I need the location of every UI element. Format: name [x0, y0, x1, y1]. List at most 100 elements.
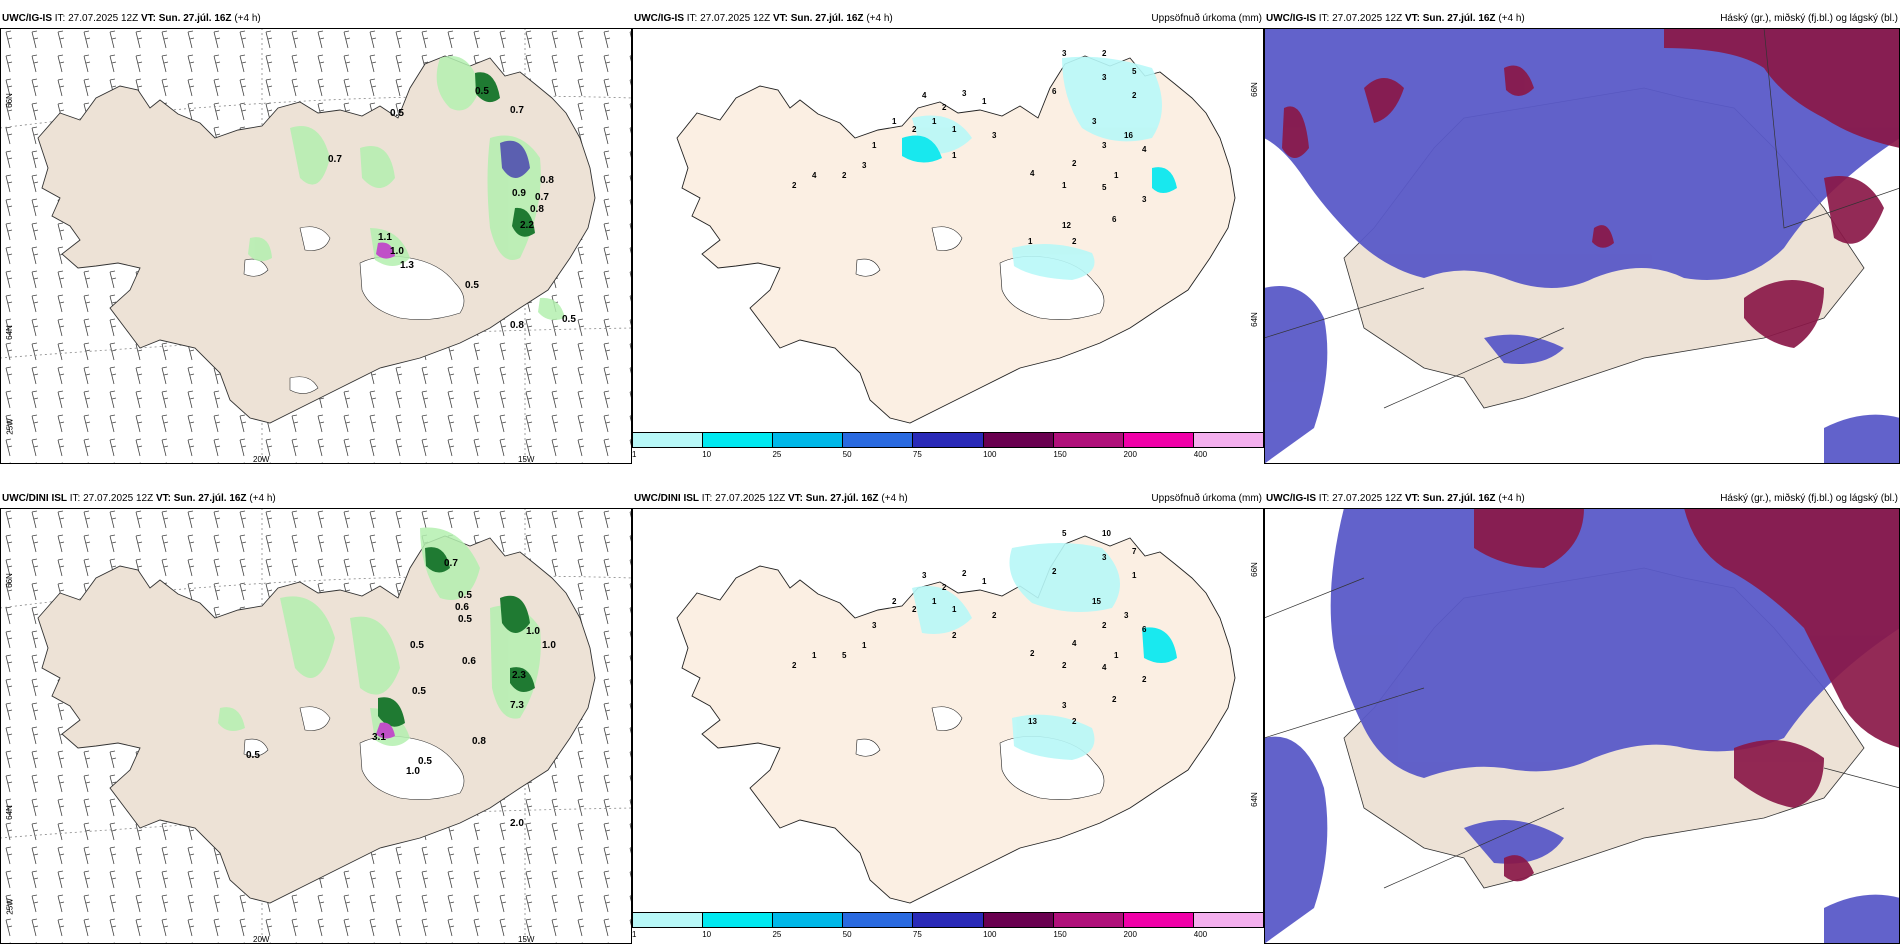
wind-precip-map[interactable]: 0.7 0.5 0.7 0.5 0.8 0.9 0.7 0.8 2.2 1.1 … — [0, 28, 632, 464]
lat-label: 66N — [1250, 562, 1260, 577]
panel-header: UWC/DINI ISL IT: 27.07.2025 12Z VT: Sun.… — [632, 490, 1264, 508]
accum-label: 3 — [922, 571, 927, 580]
model-name: UWC/IG-IS — [634, 13, 684, 24]
lat-label: 66N — [4, 573, 14, 588]
accum-label: 2 — [1062, 661, 1067, 670]
precip-label: 0.5 — [458, 590, 472, 601]
precip-labels: 0.7 0.5 0.6 0.5 0.5 0.6 0.5 1.0 1.0 2.3 … — [246, 558, 556, 829]
colorbar-swatch — [703, 913, 774, 927]
accum-label: 6 — [1052, 87, 1057, 96]
lat-label: 25W — [5, 898, 15, 915]
accum-label: 1 — [982, 577, 987, 586]
colorbar-swatch — [1193, 913, 1263, 927]
colorbar-tick: 75 — [912, 450, 922, 459]
accum-label: 2 — [912, 605, 917, 614]
accum-label: 5 — [1102, 183, 1107, 192]
colorbar-tick: 1 — [632, 450, 637, 459]
colorbar — [632, 912, 1264, 928]
accum-label: 3 — [1102, 141, 1107, 150]
accum-label: 4 — [812, 171, 817, 180]
precip-label: 0.7 — [510, 105, 524, 116]
accum-label: 6 — [1142, 625, 1147, 634]
accum-label: 15 — [1092, 597, 1101, 606]
precip-label: 7.3 — [510, 700, 524, 711]
accum-label: 1 — [952, 125, 957, 134]
precip-label: 0.7 — [535, 192, 549, 203]
lead-time: (+4 h) — [866, 13, 893, 24]
precip-label: 0.8 — [510, 320, 524, 331]
high-cloud — [1282, 28, 1900, 348]
lat-label: 66N — [4, 93, 14, 108]
accum-label: 1 — [952, 151, 957, 160]
colorbar-tick: 50 — [842, 450, 852, 459]
accum-label: 2 — [952, 631, 957, 640]
colorbar-tick: 25 — [772, 930, 782, 939]
colorbar-swatch — [913, 913, 984, 927]
precip-label: 0.5 — [418, 756, 432, 767]
accum-label: 2 — [1142, 675, 1147, 684]
lon-label: 15W — [518, 455, 535, 464]
accum-label: 1 — [932, 597, 937, 606]
lat-label: 64N — [4, 325, 14, 340]
colorbar — [632, 432, 1264, 448]
accum-label: 1 — [1028, 237, 1033, 246]
cloud-map[interactable] — [1264, 28, 1900, 464]
cloud-panel-2: UWC/IG-IS IT: 27.07.2025 12Z VT: Sun. 27… — [1264, 490, 1900, 944]
coast-lines — [1264, 577, 1900, 889]
lon-label: 20W — [253, 935, 270, 944]
accum-label: 1 — [872, 141, 877, 150]
precip-label: 0.5 — [562, 314, 576, 325]
wind-precip-map[interactable]: 0.7 0.5 0.6 0.5 0.5 0.6 0.5 1.0 1.0 2.3 … — [0, 508, 632, 944]
low-cloud — [1264, 28, 1900, 464]
issue-time: IT: 27.07.2025 12Z — [69, 493, 154, 504]
valid-time: VT: Sun. 27.júl. 16Z — [155, 493, 247, 504]
lat-label: 66N — [1250, 82, 1260, 97]
accum-label: 4 — [1142, 145, 1147, 154]
valid-time: VT: Sun. 27.júl. 16Z — [1404, 13, 1496, 24]
accum-label: 1 — [862, 641, 867, 650]
cloud-title: Háský (gr.), miðský (fj.bl.) og lágský (… — [1720, 493, 1898, 504]
lat-label: 25W — [5, 418, 15, 435]
precip-label: 1.3 — [400, 260, 414, 271]
model-name: UWC/DINI ISL — [634, 493, 699, 504]
lead-time: (+4 h) — [1498, 13, 1525, 24]
colorbar-swatch — [983, 433, 1054, 447]
colorbar-swatch — [1123, 433, 1194, 447]
precip-label: 0.8 — [472, 736, 486, 747]
panel-header: UWC/IG-IS IT: 27.07.2025 12Z VT: Sun. 27… — [1264, 10, 1900, 28]
accum-label: 1 — [932, 117, 937, 126]
lat-label: 64N — [4, 805, 14, 820]
accum-label: 2 — [1102, 621, 1107, 630]
accum-label: 5 — [1132, 67, 1137, 76]
accum-label: 1 — [892, 117, 897, 126]
accum-label: 5 — [1062, 529, 1067, 538]
issue-time: IT: 27.07.2025 12Z — [54, 13, 139, 24]
accum-label: 2 — [1052, 567, 1057, 576]
accum-label: 1 — [812, 651, 817, 660]
accum-label: 2 — [842, 171, 847, 180]
accum-precip-panel-1: UWC/IG-IS IT: 27.07.2025 12Z VT: Sun. 27… — [632, 10, 1264, 464]
glaciers — [243, 226, 465, 394]
accum-label: 2 — [1112, 695, 1117, 704]
model-name: UWC/IG-IS — [1266, 13, 1316, 24]
accum-label: 2 — [892, 597, 897, 606]
accum-label: 2 — [912, 125, 917, 134]
precip-labels: 0.7 0.5 0.7 0.5 0.8 0.9 0.7 0.8 2.2 1.1 … — [328, 86, 576, 331]
precip-label: 0.8 — [540, 175, 554, 186]
precip-label: 0.7 — [328, 154, 342, 165]
accum-label: 1 — [1114, 171, 1119, 180]
valid-time: VT: Sun. 27.júl. 16Z — [772, 13, 864, 24]
accum-label: 2 — [1072, 717, 1077, 726]
colorbar-swatch — [773, 433, 844, 447]
wind-precip-panel-2: UWC/DINI ISL IT: 27.07.2025 12Z VT: Sun.… — [0, 490, 632, 944]
lead-time: (+4 h) — [881, 493, 908, 504]
accum-label: 1 — [982, 97, 987, 106]
accum-label: 6 — [1112, 215, 1117, 224]
cloud-map[interactable] — [1264, 508, 1900, 944]
colorbar-swatch — [843, 913, 914, 927]
accum-label: 12 — [1062, 221, 1071, 230]
valid-time: VT: Sun. 27.júl. 16Z — [1404, 493, 1496, 504]
